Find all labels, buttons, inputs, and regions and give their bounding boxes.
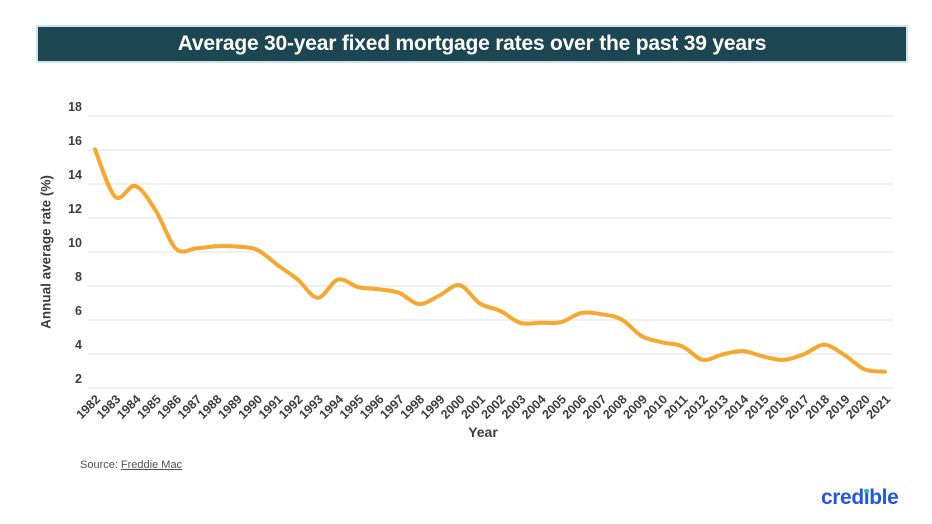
x-axis-title: Year (468, 424, 498, 440)
y-tick-label: 12 (68, 202, 82, 216)
y-tick-label: 8 (75, 270, 82, 284)
y-tick-label: 2 (75, 372, 82, 386)
y-tick-label: 18 (68, 100, 82, 114)
logo-text-pre: cred (821, 486, 864, 509)
y-tick-label: 14 (68, 168, 82, 182)
y-tick-label: 6 (75, 304, 82, 318)
mortgage-rate-line (93, 147, 887, 374)
source-attribution: Source: Freddie Mac (80, 459, 182, 471)
y-axis-title: Annual average rate (%) (38, 175, 54, 329)
x-tick-label: 2021 (864, 392, 894, 422)
logo-text-post: ble (869, 486, 899, 509)
source-label: Source: (80, 459, 118, 471)
logo-letter-i: ı (863, 486, 870, 509)
chart-title: Average 30-year fixed mortgage rates ove… (177, 32, 767, 55)
y-tick-label: 10 (68, 236, 82, 250)
source-link[interactable]: Freddie Mac (120, 459, 183, 471)
y-tick-label: 4 (75, 338, 82, 352)
chart-title-bar: Average 30-year fixed mortgage rates ove… (36, 25, 908, 63)
y-tick-label: 16 (68, 134, 82, 148)
credible-logo[interactable]: credıble (821, 486, 899, 509)
